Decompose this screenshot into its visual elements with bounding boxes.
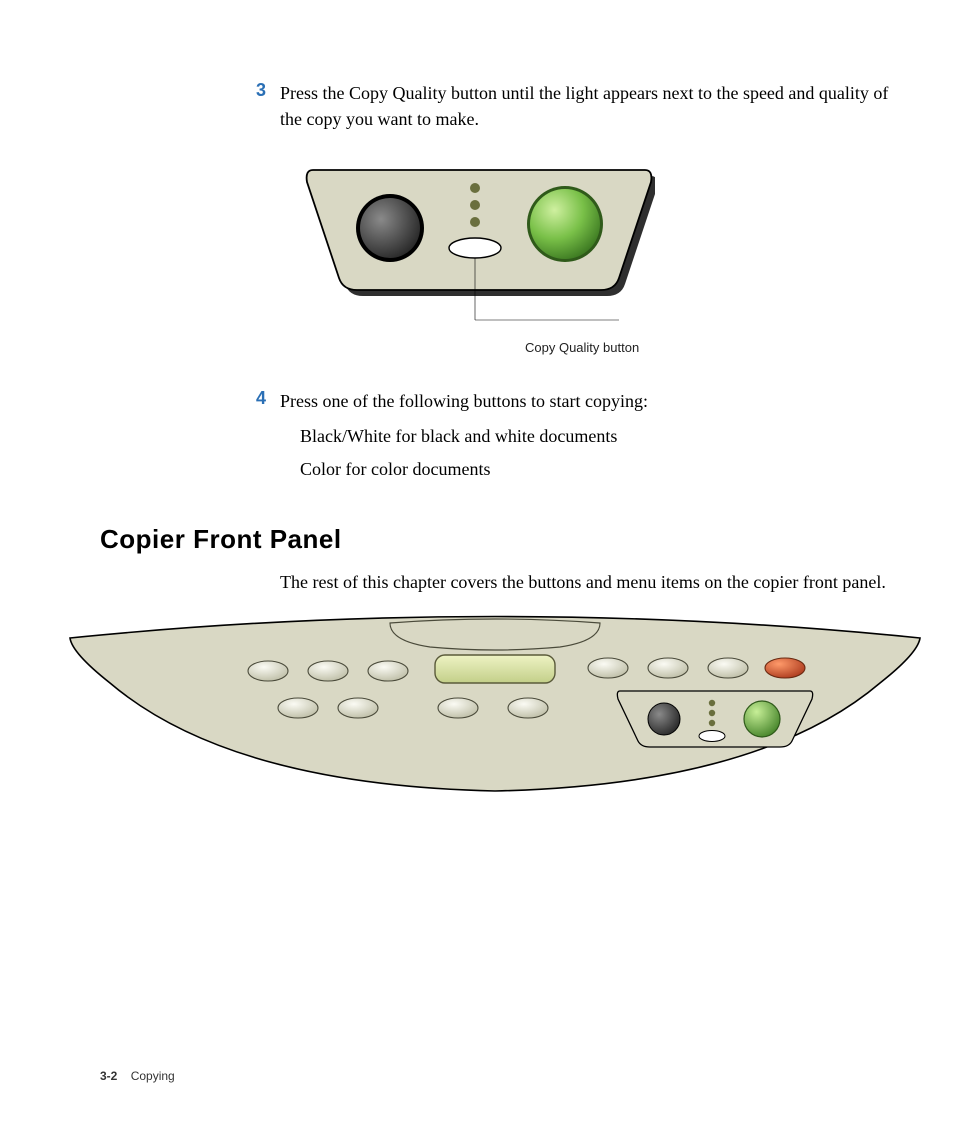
oval-button-l2 bbox=[308, 661, 348, 681]
page-number: 3-2 bbox=[100, 1069, 117, 1083]
page-footer: 3-2 Copying bbox=[100, 1069, 175, 1083]
color-button bbox=[530, 189, 600, 259]
copy-quality-callout: Copy Quality button bbox=[525, 340, 639, 355]
step-4-number: 4 bbox=[100, 388, 280, 414]
oval-button-l1 bbox=[248, 661, 288, 681]
sub-led-3 bbox=[709, 720, 715, 726]
lcd-display bbox=[435, 655, 555, 683]
sub-led-1 bbox=[709, 700, 715, 706]
quality-led-2 bbox=[470, 200, 480, 210]
oval-button-r2 bbox=[648, 658, 688, 678]
oval-button-l3 bbox=[368, 661, 408, 681]
copy-quality-button bbox=[449, 238, 501, 258]
step-4-text: Press one of the following buttons to st… bbox=[280, 388, 890, 414]
step-3-text: Press the Copy Quality button until the … bbox=[280, 80, 890, 132]
step-4-sub2: Color for color documents bbox=[300, 455, 890, 484]
oval-button-c1 bbox=[438, 698, 478, 718]
front-panel-diagram bbox=[60, 613, 890, 803]
sub-quality-button bbox=[699, 730, 725, 741]
oval-button-l4 bbox=[278, 698, 318, 718]
sub-bw-button bbox=[648, 703, 680, 735]
step-3-number: 3 bbox=[100, 80, 280, 132]
oval-button-l5 bbox=[338, 698, 378, 718]
quality-led-1 bbox=[470, 183, 480, 193]
step-3: 3 Press the Copy Quality button until th… bbox=[100, 80, 890, 132]
bw-button bbox=[360, 198, 420, 258]
copy-quality-panel-diagram bbox=[285, 150, 890, 330]
section-heading: Copier Front Panel bbox=[100, 524, 890, 555]
callout-row: Copy Quality button bbox=[285, 340, 890, 362]
sub-led-2 bbox=[709, 710, 715, 716]
section-body: The rest of this chapter covers the butt… bbox=[280, 569, 890, 595]
sub-color-button bbox=[744, 701, 780, 737]
step-4-sub1: Black/White for black and white document… bbox=[300, 422, 890, 451]
oval-button-c2 bbox=[508, 698, 548, 718]
top-arc bbox=[390, 619, 600, 650]
oval-button-r1 bbox=[588, 658, 628, 678]
step-4: 4 Press one of the following buttons to … bbox=[100, 388, 890, 414]
oval-button-r3 bbox=[708, 658, 748, 678]
stop-button bbox=[765, 658, 805, 678]
footer-title: Copying bbox=[131, 1069, 175, 1083]
quality-led-3 bbox=[470, 217, 480, 227]
